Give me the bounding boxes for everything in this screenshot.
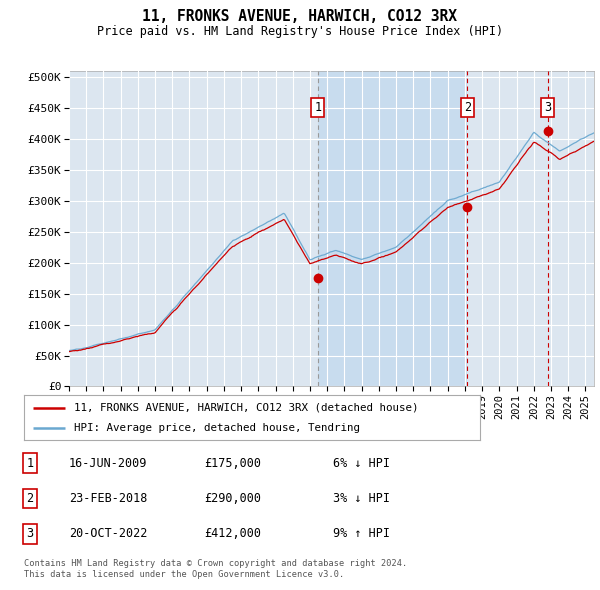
Text: 3% ↓ HPI: 3% ↓ HPI bbox=[333, 492, 390, 505]
Text: 6% ↓ HPI: 6% ↓ HPI bbox=[333, 457, 390, 470]
Text: 23-FEB-2018: 23-FEB-2018 bbox=[69, 492, 148, 505]
Text: 1: 1 bbox=[314, 101, 322, 114]
Text: 1: 1 bbox=[26, 457, 34, 470]
Text: 2: 2 bbox=[26, 492, 34, 505]
Text: 3: 3 bbox=[544, 101, 551, 114]
Text: £290,000: £290,000 bbox=[204, 492, 261, 505]
Text: 3: 3 bbox=[26, 527, 34, 540]
Text: HPI: Average price, detached house, Tendring: HPI: Average price, detached house, Tend… bbox=[74, 424, 360, 434]
Text: Price paid vs. HM Land Registry's House Price Index (HPI): Price paid vs. HM Land Registry's House … bbox=[97, 25, 503, 38]
Text: 2: 2 bbox=[464, 101, 471, 114]
Text: 9% ↑ HPI: 9% ↑ HPI bbox=[333, 527, 390, 540]
Text: £175,000: £175,000 bbox=[204, 457, 261, 470]
Text: This data is licensed under the Open Government Licence v3.0.: This data is licensed under the Open Gov… bbox=[24, 571, 344, 579]
Text: Contains HM Land Registry data © Crown copyright and database right 2024.: Contains HM Land Registry data © Crown c… bbox=[24, 559, 407, 568]
Text: 16-JUN-2009: 16-JUN-2009 bbox=[69, 457, 148, 470]
Text: 11, FRONKS AVENUE, HARWICH, CO12 3RX: 11, FRONKS AVENUE, HARWICH, CO12 3RX bbox=[143, 9, 458, 24]
Text: 11, FRONKS AVENUE, HARWICH, CO12 3RX (detached house): 11, FRONKS AVENUE, HARWICH, CO12 3RX (de… bbox=[74, 403, 419, 412]
Text: 20-OCT-2022: 20-OCT-2022 bbox=[69, 527, 148, 540]
Text: £412,000: £412,000 bbox=[204, 527, 261, 540]
Bar bbox=[318, 71, 467, 386]
